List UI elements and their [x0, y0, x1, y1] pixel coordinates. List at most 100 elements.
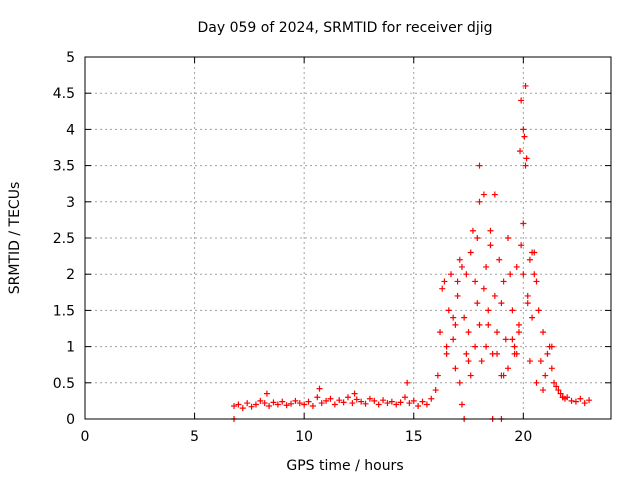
x-tick-label: 10 — [295, 429, 313, 445]
data-points-layer — [231, 82, 593, 422]
data-point — [509, 336, 516, 343]
data-point — [517, 148, 524, 155]
data-point — [401, 394, 408, 401]
data-point — [428, 395, 435, 402]
data-point — [305, 398, 312, 405]
y-tick-label: 2.5 — [53, 231, 75, 247]
data-point — [537, 358, 544, 365]
data-point — [494, 329, 501, 336]
y-tick-label: 0 — [66, 412, 75, 428]
data-point — [388, 398, 395, 405]
data-point — [491, 191, 498, 198]
data-point — [476, 162, 483, 169]
data-point — [375, 401, 382, 408]
data-point — [520, 220, 527, 227]
data-point — [239, 405, 246, 412]
data-point — [323, 397, 330, 404]
grid-layer — [85, 57, 611, 419]
y-tick-label: 4 — [66, 122, 75, 138]
data-point — [487, 227, 494, 234]
data-point — [336, 397, 343, 404]
data-point — [270, 399, 277, 406]
chart-title: Day 059 of 2024, SRMTID for receiver dji… — [198, 20, 493, 36]
data-point — [520, 271, 527, 278]
data-point — [331, 401, 338, 408]
data-point — [467, 249, 474, 256]
y-tick-label: 1.5 — [53, 303, 75, 319]
data-point — [544, 350, 551, 357]
data-point — [463, 271, 470, 278]
data-point — [279, 398, 286, 405]
data-point — [540, 329, 547, 336]
data-point — [463, 350, 470, 357]
data-point — [461, 314, 468, 321]
x-tick-label: 20 — [514, 429, 532, 445]
data-point — [515, 321, 522, 328]
data-point — [252, 401, 259, 408]
data-point — [542, 372, 549, 379]
data-point — [283, 402, 290, 409]
data-point — [526, 256, 533, 263]
x-axis-title: GPS time / hours — [286, 458, 403, 474]
data-point — [340, 399, 347, 406]
data-point — [548, 365, 555, 372]
data-point — [540, 387, 547, 394]
data-point — [465, 329, 472, 336]
data-point — [502, 336, 509, 343]
data-point — [450, 314, 457, 321]
data-point — [485, 321, 492, 328]
data-point — [410, 397, 417, 404]
data-point — [551, 379, 558, 386]
data-point — [263, 390, 270, 397]
data-point — [518, 242, 525, 249]
data-point — [301, 401, 308, 408]
data-point — [504, 235, 511, 241]
data-point — [498, 300, 505, 307]
data-point — [423, 401, 430, 408]
data-point — [353, 396, 360, 403]
data-point — [559, 394, 566, 401]
data-point — [366, 395, 373, 402]
data-point — [393, 401, 400, 408]
data-point — [524, 300, 531, 307]
x-tick-label: 0 — [81, 429, 90, 445]
y-tick-label: 4.5 — [53, 86, 75, 102]
data-point — [292, 397, 299, 404]
data-point — [500, 278, 507, 285]
data-point — [491, 292, 498, 299]
data-point — [452, 321, 459, 328]
data-point — [419, 398, 426, 405]
data-point — [535, 307, 542, 314]
data-point — [235, 401, 242, 408]
data-point — [397, 399, 404, 406]
data-point — [480, 285, 487, 292]
data-point — [533, 278, 540, 285]
data-point — [458, 401, 465, 408]
data-point — [345, 394, 351, 401]
data-point — [581, 400, 588, 407]
data-point — [478, 358, 485, 365]
data-point — [500, 372, 507, 379]
data-point — [472, 278, 479, 285]
data-point — [465, 358, 472, 365]
y-axis-title: SRMTID / TECUs — [7, 182, 23, 295]
data-point — [511, 350, 518, 357]
data-point — [274, 401, 281, 408]
data-point — [515, 329, 522, 336]
data-point — [458, 263, 465, 270]
data-point — [456, 256, 463, 263]
data-point — [524, 292, 531, 299]
data-point — [509, 307, 516, 314]
data-point — [248, 403, 255, 410]
data-point — [437, 329, 444, 336]
data-point — [557, 390, 564, 397]
data-point — [380, 397, 387, 404]
plot-frame — [84, 56, 612, 420]
data-point — [404, 379, 411, 386]
data-point — [432, 387, 439, 394]
y-tick-label: 3 — [66, 195, 75, 211]
x-tick-label: 15 — [405, 429, 423, 445]
data-point — [448, 271, 455, 278]
